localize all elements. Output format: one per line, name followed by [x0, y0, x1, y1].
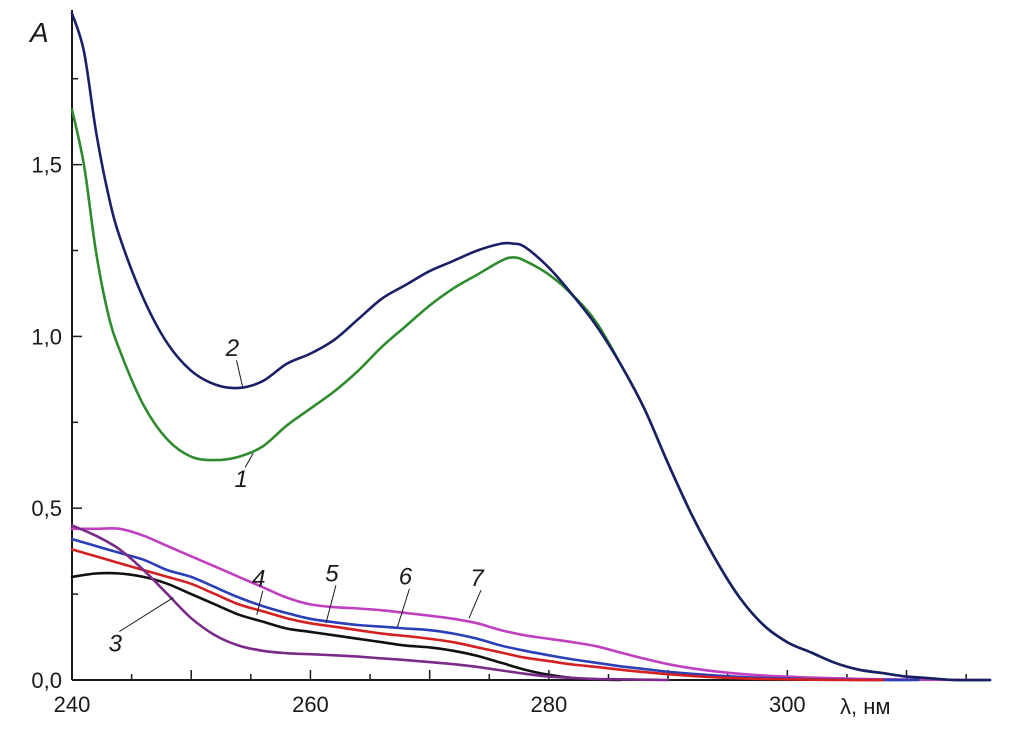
curve-label-leader — [235, 360, 243, 387]
series-line-7 — [70, 527, 992, 682]
y-tick-label: 0,0 — [31, 668, 62, 693]
series-layer — [70, 12, 992, 682]
curve-label-5: 5 — [325, 560, 339, 587]
curve-label-2: 2 — [225, 335, 239, 362]
y-axis-title: A — [28, 17, 49, 48]
series-line-3 — [70, 524, 670, 682]
x-tick-label: 280 — [531, 692, 568, 717]
x-tick-label: 300 — [769, 692, 806, 717]
series-line-5 — [70, 548, 884, 682]
curve-label-leader — [119, 597, 174, 632]
curve-label-leader — [256, 590, 264, 615]
series-line-2 — [70, 12, 992, 682]
y-tick-label: 0,5 — [31, 496, 62, 521]
x-axis-title: λ, нм — [840, 694, 891, 719]
curve-label-leader — [244, 452, 254, 468]
curve-label-leader — [396, 588, 410, 627]
series-line-4 — [70, 571, 622, 682]
y-tick-label: 1,0 — [31, 324, 62, 349]
curve-label-7: 7 — [470, 565, 485, 592]
curve-label-4: 4 — [252, 566, 265, 593]
axes: 0,0 0,5 1,0 1,5 240 260 280 300 — [31, 10, 990, 717]
curve-label-leader — [325, 585, 337, 624]
y-tick-label: 1,5 — [31, 153, 62, 178]
curve-labels: 1 2 3 4 5 6 7 — [109, 335, 486, 657]
x-tick-label: 260 — [292, 692, 329, 717]
curve-label-6: 6 — [399, 564, 413, 591]
curve-label-3: 3 — [109, 631, 123, 658]
x-tick-label: 240 — [54, 692, 91, 717]
series-line-1 — [70, 108, 992, 682]
curve-label-1: 1 — [235, 466, 248, 493]
curve-label-leader — [468, 589, 482, 619]
